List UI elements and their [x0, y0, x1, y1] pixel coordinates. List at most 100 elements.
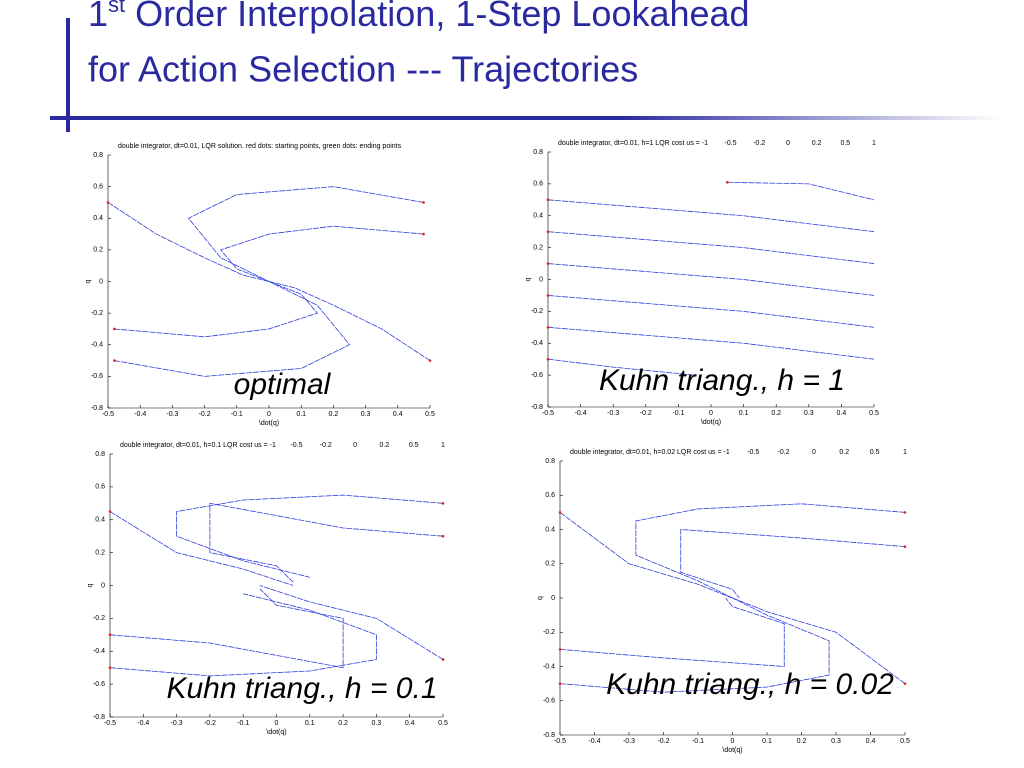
y-tick-label: 0.8	[533, 149, 543, 156]
start-point	[422, 201, 425, 204]
y-axis-label: q	[537, 596, 544, 600]
y-tick-label: 0	[101, 582, 105, 589]
trajectory	[732, 597, 906, 684]
plot-caption: Kuhn triang., h = 0.02	[606, 668, 894, 701]
y-tick-label: 0.4	[95, 517, 105, 524]
y-tick-label: 0.6	[95, 484, 105, 491]
start-point	[546, 357, 550, 361]
x-tick-label: 0	[731, 738, 735, 745]
trajectory	[547, 263, 875, 296]
x-tick-label: 0.2	[797, 738, 807, 745]
x-tick-label: -0.3	[623, 738, 635, 745]
trajectory	[547, 231, 875, 264]
trajectory	[547, 358, 695, 376]
x-axis-label: \dot(q)	[722, 747, 742, 754]
start-point	[113, 327, 116, 331]
start-point	[441, 502, 445, 505]
y-tick-label: -0.2	[91, 310, 103, 317]
plot-caption: Kuhn triang., h = 1	[599, 364, 845, 397]
y-tick-label: -0.4	[91, 342, 103, 349]
x-tick-label: -0.3	[607, 410, 619, 417]
x-tick-label: -0.1	[692, 738, 704, 745]
trajectory	[109, 588, 344, 669]
x-tick-label: -0.2	[204, 720, 216, 727]
us-level: -0.2	[320, 442, 332, 449]
y-axis-label: q	[525, 277, 532, 281]
start-point	[441, 534, 445, 538]
x-tick-label: -0.5	[542, 410, 554, 417]
start-point	[903, 682, 907, 685]
trajectory	[259, 585, 444, 660]
y-tick-label: 0.2	[533, 244, 543, 251]
trajectory	[547, 295, 875, 328]
us-level: 1	[872, 140, 876, 147]
trajectory	[559, 512, 733, 599]
us-level: 0	[353, 442, 357, 449]
y-tick-label: 0.2	[93, 247, 103, 254]
y-tick-label: 0.4	[533, 213, 543, 220]
x-tick-label: 0.1	[305, 720, 315, 727]
start-point	[441, 658, 445, 661]
title-superscript: st	[108, 0, 125, 17]
start-point	[422, 232, 425, 236]
accent-bar	[66, 18, 70, 132]
us-level: -0.5	[747, 449, 759, 456]
us-level: 0.5	[409, 442, 419, 449]
start-point	[108, 510, 112, 513]
x-tick-label: -0.1	[672, 410, 684, 417]
y-tick-label: -0.6	[91, 373, 103, 380]
trajectory	[187, 186, 424, 282]
trajectory	[727, 181, 875, 201]
slide-subtitle: for Action Selection --- Trajectories	[88, 49, 638, 90]
us-level: 0	[812, 449, 816, 456]
y-tick-label: 0	[99, 278, 103, 285]
x-tick-label: -0.3	[171, 720, 183, 727]
y-tick-label: -0.4	[93, 648, 105, 655]
start-point	[558, 648, 562, 651]
start-point	[558, 682, 562, 685]
y-tick-label: 0.8	[93, 152, 103, 159]
y-tick-label: 0.4	[93, 215, 103, 222]
start-point	[546, 262, 550, 265]
trajectory	[635, 503, 906, 599]
trajectory	[680, 529, 906, 599]
plot-caption: Kuhn triang., h = 0.1	[166, 672, 437, 705]
us-level: 0.2	[380, 442, 390, 449]
x-tick-label: 0.3	[804, 410, 814, 417]
start-point	[113, 359, 116, 362]
start-point	[108, 633, 112, 637]
slide-title: 1st Order Interpolation, 1-Step Lookahea…	[88, 0, 750, 34]
start-point	[903, 511, 907, 514]
y-tick-label: 0.2	[95, 549, 105, 556]
us-level: 0	[786, 140, 790, 147]
trajectory	[220, 225, 424, 282]
x-tick-label: 0.2	[338, 720, 348, 727]
us-level: -0.2	[778, 449, 790, 456]
x-tick-label: -0.4	[137, 720, 149, 727]
trajectory	[209, 502, 444, 583]
x-tick-label: 0.2	[329, 411, 339, 418]
x-tick-label: -0.2	[199, 411, 211, 418]
y-tick-label: 0.6	[533, 181, 543, 188]
x-tick-label: 0.3	[372, 720, 382, 727]
us-level: -0.5	[290, 442, 302, 449]
y-tick-label: -0.4	[531, 340, 543, 347]
y-tick-label: 0.6	[545, 492, 555, 499]
trajectory	[547, 199, 875, 233]
x-axis-label: \dot(q)	[701, 419, 721, 426]
x-tick-label: -0.4	[575, 410, 587, 417]
x-tick-label: 0.5	[900, 738, 910, 745]
start-point	[428, 359, 432, 362]
x-tick-label: -0.3	[166, 411, 178, 418]
trajectory	[268, 281, 431, 361]
trajectory	[176, 494, 444, 578]
x-tick-label: 0.3	[831, 738, 841, 745]
start-point	[546, 198, 550, 202]
x-tick-label: 0.5	[425, 411, 435, 418]
trajectory	[109, 511, 294, 586]
y-tick-label: 0.6	[93, 183, 103, 190]
start-point	[108, 666, 112, 669]
plot-caption: optimal	[234, 368, 332, 401]
trajectory	[547, 326, 875, 360]
start-point	[546, 326, 550, 329]
